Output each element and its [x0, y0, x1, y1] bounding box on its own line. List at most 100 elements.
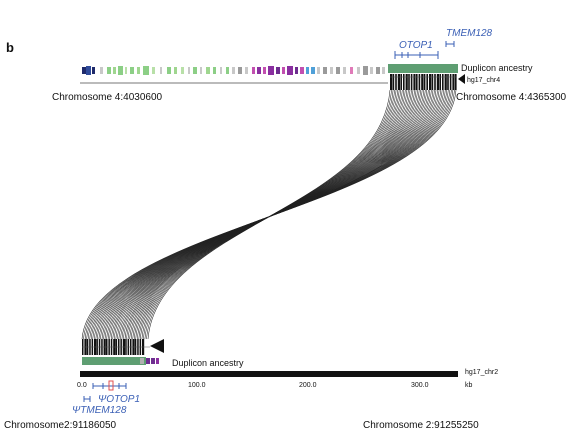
triangle-left-icon: [458, 74, 465, 84]
synteny-link: [147, 89, 391, 340]
duplicon-block: [238, 67, 242, 74]
top-right-coordinate: Chromosome 4:4365300: [456, 92, 567, 103]
duplicon-block: [306, 67, 309, 74]
duplicon-block: [143, 66, 149, 75]
segment-block: [390, 74, 393, 90]
segment-block: [416, 74, 418, 90]
bottom-gene-annotations: [83, 383, 127, 402]
segment-block: [423, 74, 426, 90]
synteny-link: [129, 89, 409, 340]
synteny-link: [115, 89, 423, 340]
segment-block: [400, 74, 402, 90]
top-duplicon-track: [82, 64, 458, 75]
duplicon-block: [152, 67, 155, 74]
segment-block: [392, 74, 395, 90]
bottom-duplicon-track: [82, 357, 159, 365]
duplicon-block: [118, 66, 123, 75]
top-left-coordinate: Chromosome 4:4030600: [52, 92, 163, 103]
synteny-links: [81, 89, 457, 340]
synteny-link: [141, 89, 397, 340]
synteny-link: [121, 89, 417, 340]
synteny-link: [86, 89, 452, 340]
pseudogene-box: [108, 380, 114, 391]
synteny-link: [126, 89, 412, 340]
duplicon-block: [82, 67, 86, 74]
synteny-link: [127, 89, 411, 340]
duplicon-block: [156, 358, 159, 364]
segment-block: [455, 74, 457, 90]
duplicon-block: [268, 66, 274, 75]
bottom-right-coordinate: Chromosome 2:91255250: [363, 420, 479, 431]
synteny-link: [117, 89, 421, 340]
synteny-link: [130, 89, 408, 340]
duplicon-block: [363, 66, 368, 75]
synteny-link: [92, 89, 446, 340]
synteny-link: [140, 89, 398, 340]
segment-block: [434, 74, 436, 90]
duplicon-block: [245, 67, 248, 74]
synteny-link: [104, 89, 434, 340]
axis-tick-label: 100.0: [188, 382, 206, 389]
segment-block: [442, 74, 444, 90]
duplicon-block: [300, 67, 304, 74]
segment-block: [410, 74, 413, 90]
bottom-ancestry-label: Duplicon ancestry: [172, 358, 244, 368]
duplicon-block: [343, 67, 346, 74]
synteny-link: [132, 89, 406, 340]
duplicon-block: [376, 67, 380, 74]
segment-block: [421, 74, 424, 90]
synteny-link: [138, 89, 400, 340]
segment-block: [429, 74, 432, 90]
duplicon-block: [130, 67, 134, 74]
segment-block: [408, 74, 410, 90]
duplicon-block: [107, 67, 111, 74]
duplicon-block: [276, 67, 280, 74]
bottom-left-coordinate: Chromosome2:91186050: [4, 420, 117, 431]
triangle-left-icon: [150, 339, 164, 353]
duplicon-block: [113, 67, 116, 74]
top-segment-track: [390, 74, 457, 90]
synteny-link: [113, 89, 425, 340]
synteny-link: [143, 89, 395, 340]
duplicon-block: [86, 66, 91, 75]
segment-block: [431, 74, 434, 90]
duplicon-block: [220, 67, 222, 74]
duplicon-block: [213, 67, 216, 74]
duplicon-block: [252, 67, 255, 74]
segment-block: [395, 74, 397, 90]
duplicon-block: [146, 358, 150, 364]
duplicon-block: [193, 67, 197, 74]
duplicon-block: [350, 67, 353, 74]
synteny-link: [106, 89, 432, 340]
segment-block: [436, 74, 439, 90]
synteny-link: [98, 89, 440, 340]
top-track-label: hg17_chr4: [467, 77, 500, 84]
duplicon-block: [357, 67, 360, 74]
duplicon-block: [137, 67, 140, 74]
axis-unit-label: kb: [465, 382, 473, 389]
bottom-chromosome-bar: [80, 371, 458, 377]
segment-block: [439, 74, 441, 90]
synteny-link: [81, 89, 457, 340]
bottom-gene-label-tmem128: ΨTMEM128: [72, 405, 127, 416]
duplicon-block: [287, 66, 293, 75]
synteny-link: [144, 89, 394, 340]
duplicon-block: [382, 67, 385, 74]
bottom-segment-track: [82, 339, 150, 355]
synteny-link: [146, 89, 392, 340]
segment-block: [405, 74, 408, 90]
bottom-gene-label-otop1: ΨOTOP1: [98, 394, 140, 405]
duplicon-block: [188, 67, 190, 74]
segment-block: [449, 74, 452, 90]
duplicon-block: [125, 67, 127, 74]
duplicon-block: [200, 67, 202, 74]
duplicon-block: [330, 67, 333, 74]
panel-label: b: [6, 40, 14, 55]
bottom-track-label: hg17_chr2: [465, 369, 498, 376]
duplicon-block: [311, 67, 315, 74]
segment-block: [426, 74, 428, 90]
synteny-link: [137, 89, 401, 340]
duplicon-block: [232, 67, 235, 74]
duplicon-block: [323, 67, 327, 74]
